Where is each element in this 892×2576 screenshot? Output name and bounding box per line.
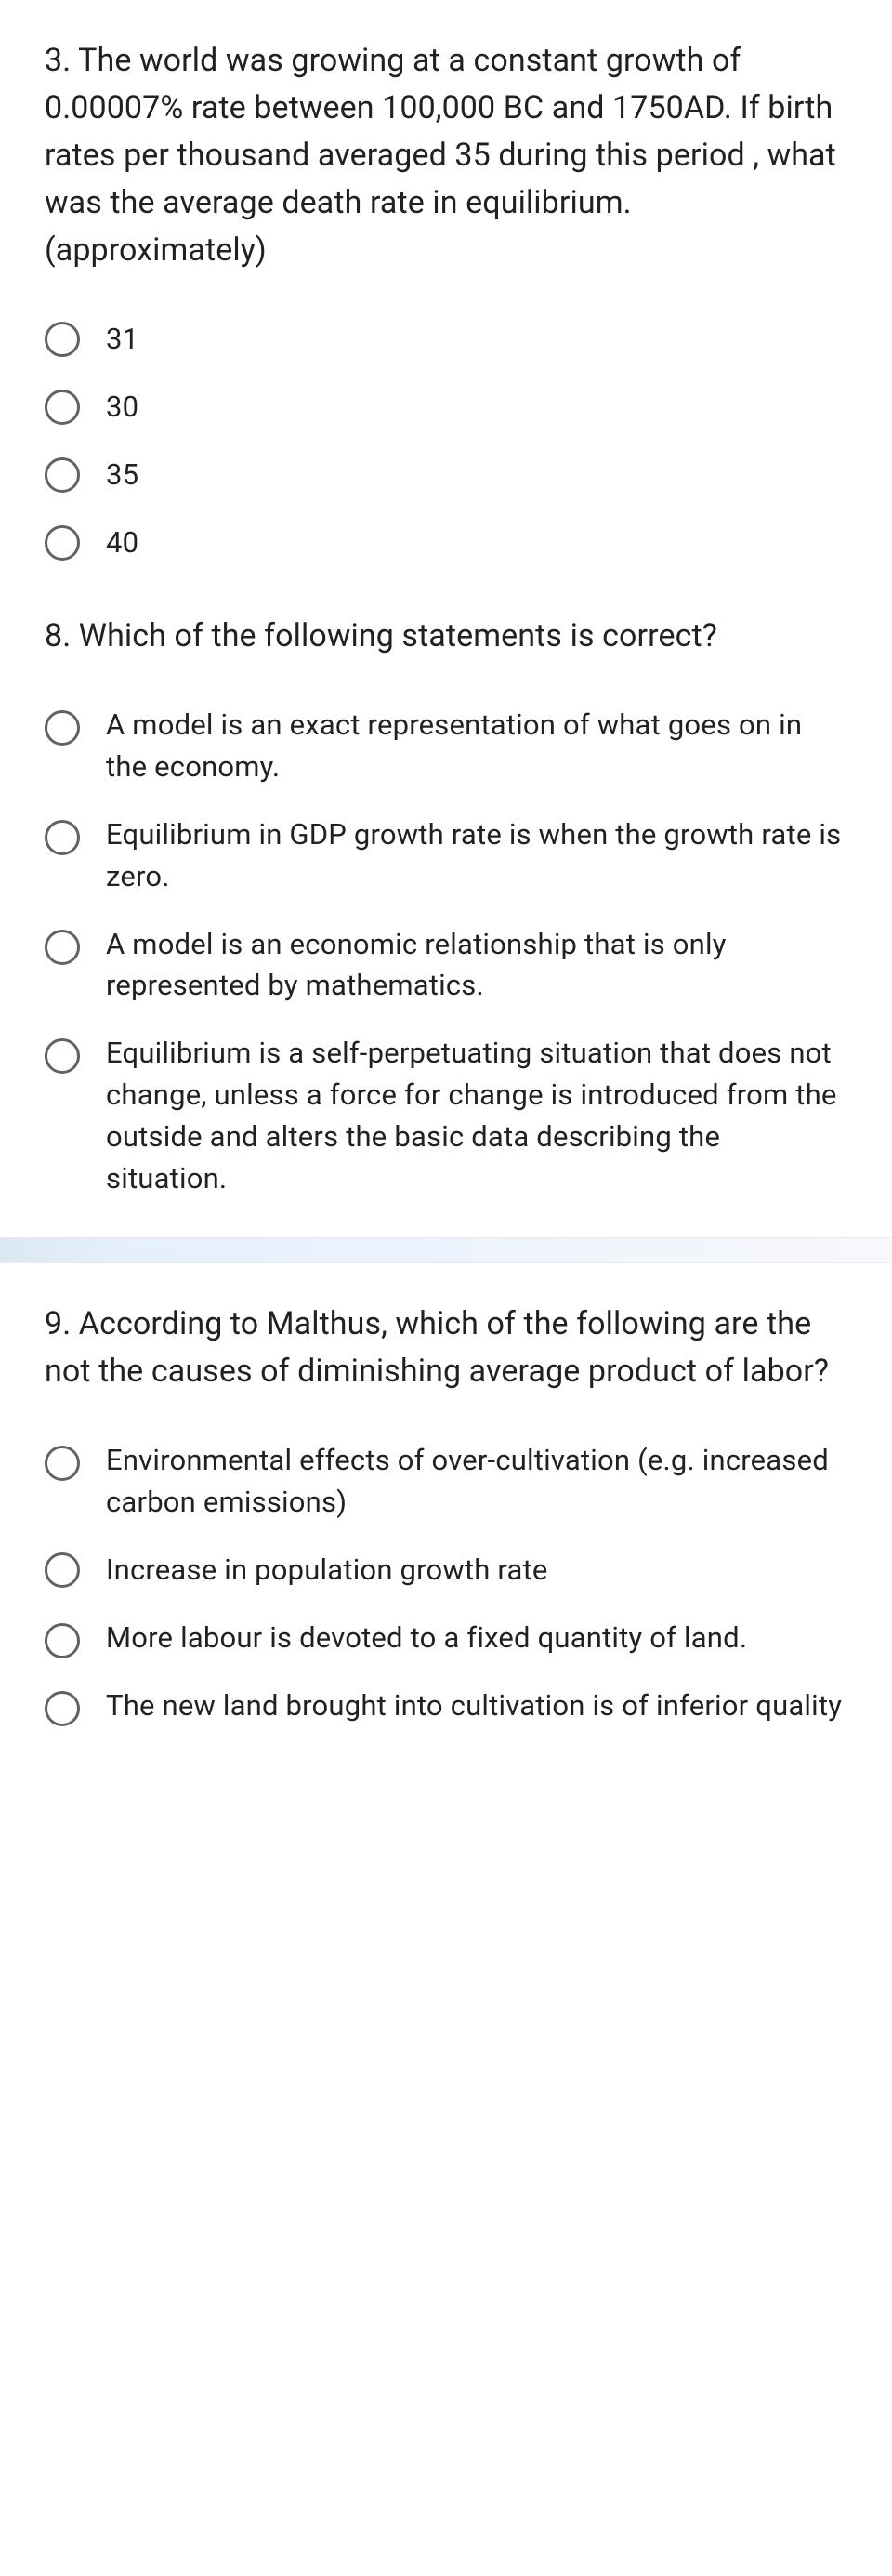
- radio-unchecked-icon: [45, 390, 80, 425]
- radio-unchecked-icon: [45, 1552, 80, 1588]
- radio-unchecked-icon: [45, 525, 80, 561]
- option-label: More labour is devoted to a fixed quanti…: [106, 1618, 747, 1659]
- option-label: 31: [106, 319, 138, 361]
- option-label: 30: [106, 387, 138, 429]
- question-block-8: 8. Which of the following statements is …: [0, 601, 892, 1237]
- option-label: 40: [106, 522, 138, 564]
- radio-unchecked-icon: [45, 820, 80, 855]
- radio-unchecked-icon: [45, 457, 80, 493]
- question-prompt: 3. The world was growing at a constant g…: [45, 37, 847, 274]
- option-row[interactable]: 31: [45, 319, 847, 361]
- option-row[interactable]: Equilibrium is a self-perpetuating situa…: [45, 1033, 847, 1200]
- option-label: Increase in population growth rate: [106, 1550, 548, 1592]
- option-row[interactable]: Equilibrium in GDP growth rate is when t…: [45, 814, 847, 898]
- question-prompt: 9. According to Malthus, which of the fo…: [45, 1301, 847, 1395]
- option-label: Environmental effects of over-cultivatio…: [106, 1440, 847, 1524]
- radio-unchecked-icon: [45, 930, 80, 965]
- section-divider: [0, 1237, 892, 1263]
- question-block-3: 3. The world was growing at a constant g…: [0, 0, 892, 601]
- option-label: A model is an economic relationship that…: [106, 924, 847, 1008]
- option-row[interactable]: A model is an economic relationship that…: [45, 924, 847, 1008]
- option-row[interactable]: 35: [45, 455, 847, 496]
- option-label: A model is an exact representation of wh…: [106, 705, 847, 788]
- question-prompt: 8. Which of the following statements is …: [45, 613, 847, 660]
- option-row[interactable]: A model is an exact representation of wh…: [45, 705, 847, 788]
- option-row[interactable]: 30: [45, 387, 847, 429]
- option-row[interactable]: More labour is devoted to a fixed quanti…: [45, 1618, 847, 1659]
- option-row[interactable]: Increase in population growth rate: [45, 1550, 847, 1592]
- radio-unchecked-icon: [45, 1623, 80, 1658]
- option-row[interactable]: Environmental effects of over-cultivatio…: [45, 1440, 847, 1524]
- option-label: Equilibrium is a self-perpetuating situa…: [106, 1033, 847, 1200]
- option-label: The new land brought into cultivation is…: [106, 1685, 842, 1727]
- question-block-9: 9. According to Malthus, which of the fo…: [0, 1263, 892, 1764]
- option-row[interactable]: The new land brought into cultivation is…: [45, 1685, 847, 1727]
- option-label: Equilibrium in GDP growth rate is when t…: [106, 814, 847, 898]
- radio-unchecked-icon: [45, 322, 80, 357]
- options-list: Environmental effects of over-cultivatio…: [45, 1440, 847, 1727]
- radio-unchecked-icon: [45, 1691, 80, 1726]
- radio-unchecked-icon: [45, 1038, 80, 1074]
- option-label: 35: [106, 455, 138, 496]
- option-row[interactable]: 40: [45, 522, 847, 564]
- options-list: 31 30 35 40: [45, 319, 847, 564]
- radio-unchecked-icon: [45, 1446, 80, 1481]
- options-list: A model is an exact representation of wh…: [45, 705, 847, 1200]
- radio-unchecked-icon: [45, 710, 80, 746]
